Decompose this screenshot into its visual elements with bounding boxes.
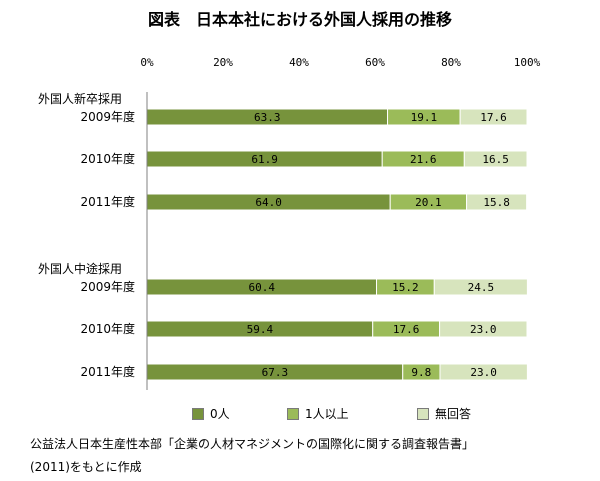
bar-segment [439, 363, 528, 381]
data-label: 60.4 [249, 281, 276, 294]
bar-segment [439, 320, 528, 338]
source-note-year: (2011)をもとに作成 [30, 460, 142, 474]
x-tick-label: 80% [441, 56, 461, 69]
data-label: 61.9 [251, 153, 278, 166]
data-label: 17.6 [393, 323, 420, 336]
legend-item: 無回答 [417, 405, 471, 422]
data-label: 23.0 [470, 323, 497, 336]
category-label: 2009年度 [80, 279, 135, 294]
data-label: 64.0 [255, 196, 282, 209]
category-label: 2010年度 [80, 321, 135, 336]
category-label: 2011年度 [80, 364, 135, 379]
data-label: 24.5 [468, 281, 495, 294]
source-note: 公益法人日本生産性本部「企業の人材マネジメントの国際化に関する調査報告書」 [30, 437, 475, 451]
legend-swatch [417, 407, 429, 420]
x-tick-label: 40% [289, 56, 309, 69]
data-label: 16.5 [482, 153, 509, 166]
x-tick-label: 100% [514, 56, 541, 69]
data-label: 19.1 [411, 111, 438, 124]
data-label: 21.6 [410, 153, 437, 166]
x-tick-label: 60% [365, 56, 385, 69]
legend-label: 1人以上 [305, 407, 349, 421]
chart-title: 図表 日本本社における外国人採用の推移 [147, 10, 452, 29]
category-label: 2010年度 [80, 151, 135, 166]
x-axis-ticks: 0% 20% 40% 60% 80% 100% [140, 56, 540, 69]
x-tick-label: 0% [140, 56, 154, 69]
bar-chart: 0% 20% 40% 60% 80% 100% 外国人新卒採用 2009年度 2010年度 20… [38, 56, 541, 390]
category-label: 2011年度 [80, 194, 135, 209]
group-label: 外国人中途採用 [38, 261, 122, 276]
legend: 0人 1人以上 無回答 [192, 405, 572, 421]
category-label: 2009年度 [80, 109, 135, 124]
bar-segment [463, 150, 528, 168]
bar-series [146, 108, 528, 381]
legend-swatch [287, 407, 299, 420]
legend-item: 1人以上 [287, 405, 349, 422]
data-label: 15.2 [392, 281, 419, 294]
bar-segment [459, 108, 528, 126]
data-label: 23.0 [470, 366, 497, 379]
legend-item: 0人 [192, 405, 230, 422]
category-labels: 外国人新卒採用2009年度2010年度2011年度外国人中途採用2009年度20… [38, 91, 135, 379]
data-label: 9.8 [411, 366, 431, 379]
legend-swatch [192, 407, 204, 420]
bar-segment [433, 278, 528, 296]
data-label: 17.6 [480, 111, 507, 124]
legend-label: 無回答 [435, 407, 472, 421]
x-tick-label: 20% [213, 56, 233, 69]
data-label: 15.8 [483, 196, 510, 209]
data-label: 63.3 [254, 111, 281, 124]
data-labels: 63.3 19.1 17.6 61.9 21.6 16.5 64.0 20.1 15.8 60.4… [247, 111, 510, 379]
group-label: 外国人新卒採用 [38, 91, 122, 106]
data-label: 20.1 [415, 196, 442, 209]
legend-label: 0人 [210, 407, 230, 421]
data-label: 67.3 [262, 366, 289, 379]
bar-segment [466, 193, 528, 211]
data-label: 59.4 [247, 323, 274, 336]
